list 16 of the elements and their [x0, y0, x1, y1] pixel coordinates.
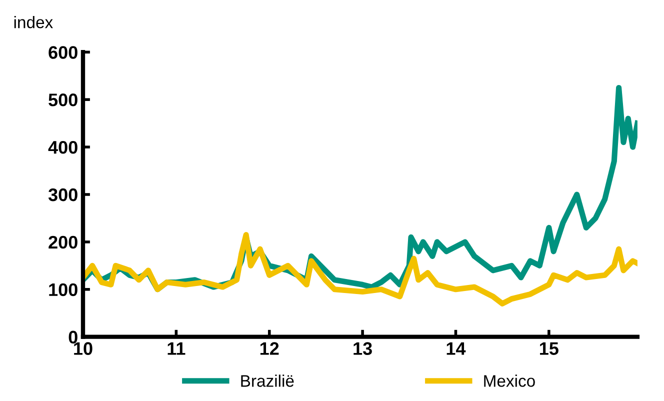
y-tick-label: 200: [48, 236, 78, 249]
legend-label: Mexico: [484, 374, 535, 387]
legend-label: Brazilië: [241, 374, 294, 387]
x-tick-label: 14: [446, 342, 466, 355]
x-tick-label: 12: [260, 342, 279, 355]
x-tick-label: 11: [168, 342, 186, 355]
y-tick-label: 600: [48, 46, 78, 59]
y-tick-label: 300: [48, 188, 78, 202]
x-tick-label: 10: [74, 342, 92, 355]
y-tick-label: 400: [48, 140, 78, 154]
x-tick-label: 15: [540, 342, 558, 355]
y-tick-label: 100: [49, 283, 78, 296]
y-axis-title: index: [14, 16, 53, 28]
x-tick-label: 13: [354, 342, 372, 355]
y-tick-label: 500: [48, 94, 78, 106]
y-tick-label: 0: [68, 330, 78, 344]
